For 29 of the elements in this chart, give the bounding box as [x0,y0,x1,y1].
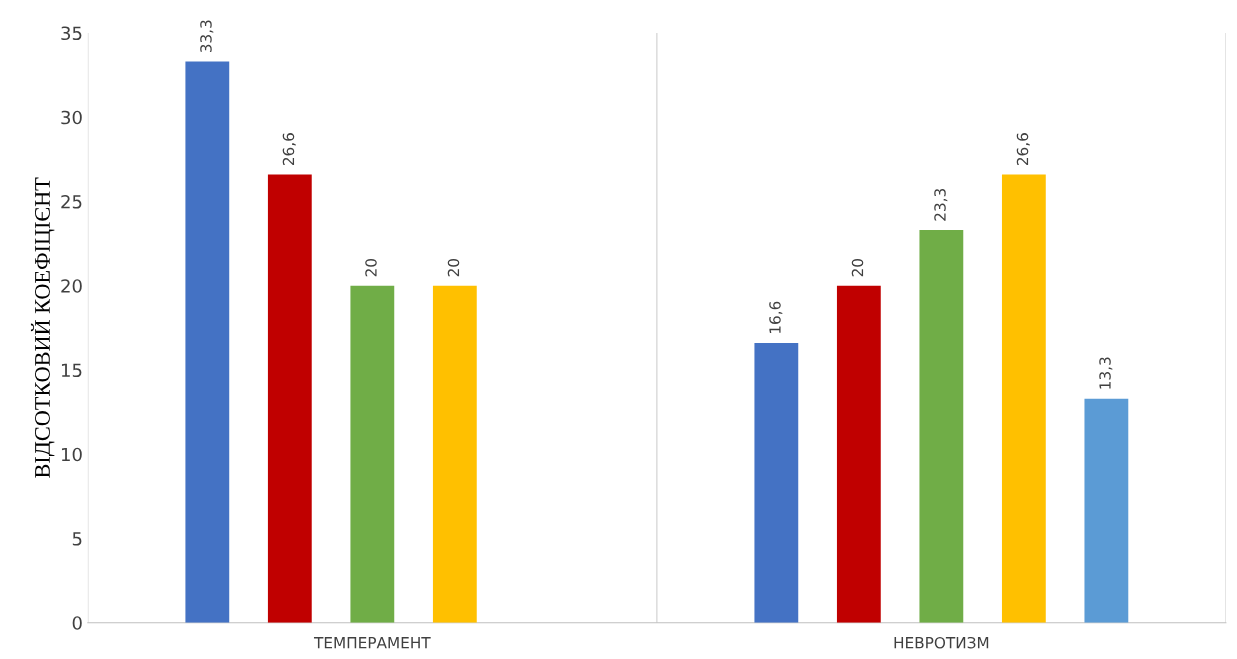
x-tick-label: ТЕМПЕРАМЕНТ [313,637,431,649]
data-label: 20 [447,258,460,277]
x-tick-label: НЕВРОТИЗМ [894,636,989,649]
y-tick-label: 10 [61,447,82,462]
data-label: 13,3 [1099,357,1113,389]
y-tick-label: 25 [61,194,82,209]
bar [350,285,395,623]
y-tick-label: 0 [72,616,82,630]
bar [1001,174,1046,623]
data-label: 26,6 [282,133,296,166]
y-tick-label: 20 [61,279,82,293]
bar [432,285,477,623]
y-tick-label: 35 [61,26,82,41]
data-label: 23,3 [934,188,948,221]
y-tick-label: 5 [72,532,82,546]
y-tick-label: 30 [61,110,82,125]
data-label: 20 [851,258,864,277]
data-label: 16,6 [769,301,783,334]
bar [267,174,312,623]
bar [836,285,881,623]
bar [185,61,230,623]
bar [919,230,964,623]
y-tick-label: 15 [61,363,82,378]
bar [754,343,799,623]
data-label: 33,3 [200,20,214,53]
data-label: 26,6 [1016,133,1030,166]
data-label: 20 [365,258,377,277]
bar [1084,398,1129,623]
y-axis-title: ВІДСОТКОВИЙ КОЕФІЦІЄНТ [30,177,55,478]
